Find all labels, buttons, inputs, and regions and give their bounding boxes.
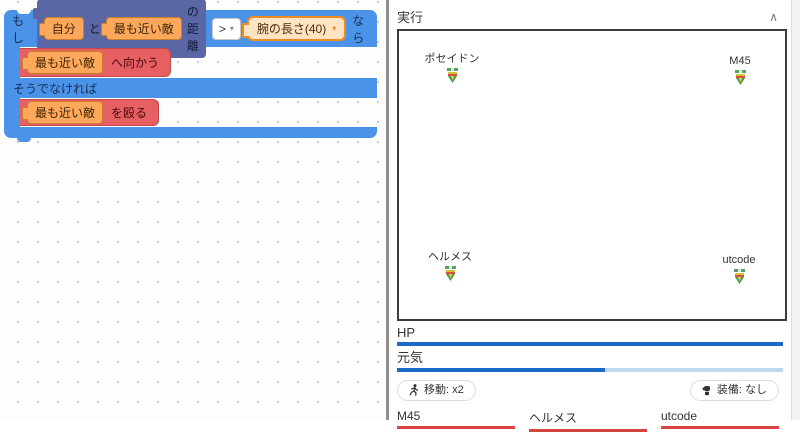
character-sprite-icon [446,68,458,84]
entity-name: ポセイドン [424,53,480,65]
hp-bar [397,342,783,347]
arm-length-block[interactable]: 腕の長さ(40) ▾ [241,16,347,41]
nearest-enemy-block[interactable]: 最も近い敵 [100,17,182,40]
else-statement-row: 最も近い敵 を殴る [4,98,377,127]
enemy-hp-bar [397,425,515,429]
else-keyword: そうでなければ [13,81,98,96]
enemy-card-m45: M45 [397,409,515,432]
move-toward-block[interactable]: 最も近い敵 へ向かう [20,48,172,77]
entity-name: M45 [729,55,751,67]
else-row[interactable]: そうでなければ [4,78,377,98]
enemy-name: utcode [661,408,698,423]
hp-bar-fill [397,342,783,347]
equipment-icon [702,385,710,395]
enemy-hp-bar [661,425,779,429]
entity-utcode: utcode [694,254,784,285]
entity-poseidon: ポセイドン [407,53,497,84]
entity-name: utcode [722,254,756,266]
if-block-spine [4,98,20,127]
panel-header: 実行 ∧ [389,0,792,29]
dropdown-arrow-icon: ▾ [332,24,337,33]
hp-label: HP [397,325,416,340]
enemy-name: ヘルメス [529,410,578,425]
runner-icon [409,384,419,396]
move-action-label: へ向かう [111,56,160,70]
if-else-block[interactable]: もし 自分 と 最も近い敵 の距離 > ▾ 腕の長さ(40) ▾ なら 最も近い… [4,0,377,142]
enemy-hp-bar-fill [661,425,779,429]
collapse-icon[interactable]: ∧ [769,9,778,24]
dropdown-arrow-icon: ▾ [229,24,234,33]
then-statement-row: 最も近い敵 へ向かう [4,47,377,78]
execution-panel: 実行 ∧ ポセイドン M45 ヘルメス [389,0,792,432]
stamina-bar [397,367,783,372]
arm-length-value: 腕の長さ(40) [256,22,327,36]
operator-value: > [218,21,226,36]
move-badge-label: 移動: x2 [424,383,464,396]
nearest-enemy-block[interactable]: 最も近い敵 [21,101,104,124]
self-block[interactable]: 自分 [38,17,84,40]
entity-hermes: ヘルメス [405,251,495,282]
if-keyword: もし [12,13,25,45]
panel-title: 実行 [397,10,424,25]
enemy-card-utcode: utcode [661,409,779,432]
if-condition-row[interactable]: もし 自分 と 最も近い敵 の距離 > ▾ 腕の長さ(40) ▾ なら [4,0,377,58]
enemy-name: M45 [397,408,421,423]
equipment-badge: 装備: なし [689,379,779,401]
scrollbar[interactable] [791,0,800,420]
if-block-spine [4,47,20,78]
enemy-card-hermes: ヘルメス [529,409,647,432]
blockly-workspace[interactable]: もし 自分 と 最も近い敵 の距離 > ▾ 腕の長さ(40) ▾ なら 最も近い… [0,0,386,420]
game-canvas: ポセイドン M45 ヘルメス utcode [397,29,787,321]
character-sprite-icon [734,70,746,86]
stamina-bar-fill [397,367,606,372]
then-keyword: なら [352,13,365,45]
enemy-status-row: M45 ヘルメス utcode [397,409,779,432]
panel-divider [386,0,389,420]
equipment-badge-label: 装備: なし [716,383,767,396]
distance-suffix-label: の距離 [186,5,199,53]
stamina-label: 元気 [397,350,424,366]
nearest-enemy-block[interactable]: 最も近い敵 [21,51,104,74]
punch-action-label: を殴る [111,106,148,120]
conjunction-label: と [88,22,101,36]
enemy-hp-bar-fill [397,425,515,429]
move-badge: 移動: x2 [397,379,476,401]
operator-dropdown[interactable]: > ▾ [211,17,241,40]
character-sprite-icon [444,266,456,282]
punch-block[interactable]: 最も近い敵 を殴る [20,99,160,126]
if-block-footer [4,127,377,142]
entity-name: ヘルメス [428,251,472,263]
entity-m45: M45 [695,55,785,86]
status-badges: 移動: x2 装備: なし [397,379,779,401]
character-sprite-icon [733,269,745,285]
